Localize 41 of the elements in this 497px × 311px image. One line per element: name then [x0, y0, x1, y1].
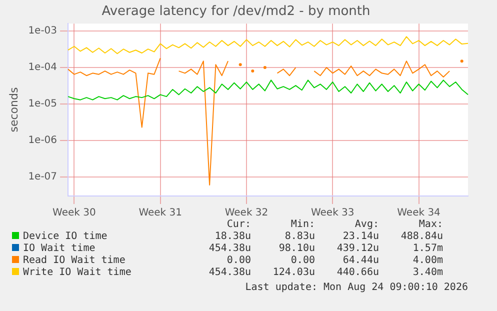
- text: 454.38u: [208, 267, 251, 279]
- text: 0.00: [290, 255, 315, 267]
- legend-label: Read IO Wait time: [22, 255, 126, 267]
- text: 8.83u: [284, 231, 315, 243]
- x-tick-label: Week 33: [310, 208, 354, 219]
- legend-label: IO Wait time: [22, 243, 96, 255]
- y-tick-label: 1e-03: [28, 26, 58, 37]
- text: Max:: [418, 219, 443, 231]
- text: 0.00: [226, 255, 251, 267]
- x-tick-label: Week 30: [52, 208, 96, 219]
- y-tick-label: 1e-07: [28, 172, 58, 183]
- text: Last update: Mon Aug 24 09:00:10 2026: [245, 282, 468, 293]
- text: 439.12u: [336, 243, 379, 255]
- x-tick-label: Week 34: [397, 208, 440, 219]
- x-tick-label: Week 32: [224, 208, 268, 219]
- text: 488.84u: [400, 231, 443, 243]
- text: 64.44u: [342, 255, 379, 267]
- point: [263, 66, 266, 70]
- text: Avg:: [354, 219, 379, 231]
- y-tick-label: 1e-05: [28, 98, 58, 110]
- y-tick-label: 1e-04: [28, 62, 58, 74]
- point: [251, 70, 254, 73]
- text: 124.03u: [272, 267, 315, 279]
- text: 3.40m: [412, 267, 443, 279]
- point: [238, 63, 242, 66]
- x-tick-label: Week 31: [138, 208, 182, 219]
- text: 18.38u: [214, 231, 251, 243]
- text: 1.57m: [412, 243, 443, 255]
- y-axis-title: seconds: [7, 87, 20, 132]
- text: Cur:: [226, 219, 251, 231]
- legend-label: Write IO Wait time: [22, 267, 132, 279]
- legend-label: Device IO time: [22, 231, 108, 243]
- text: 4.00m: [412, 255, 443, 267]
- text: 98.10u: [278, 243, 315, 255]
- chart-title: Average latency for /dev/md2 - by month: [102, 4, 370, 20]
- text: Min:: [290, 219, 315, 231]
- text: 454.38u: [208, 243, 251, 255]
- text: 23.14u: [342, 231, 379, 243]
- y-tick-label: 1e-06: [28, 135, 58, 146]
- text: 440.66u: [336, 267, 379, 279]
- point: [460, 60, 464, 63]
